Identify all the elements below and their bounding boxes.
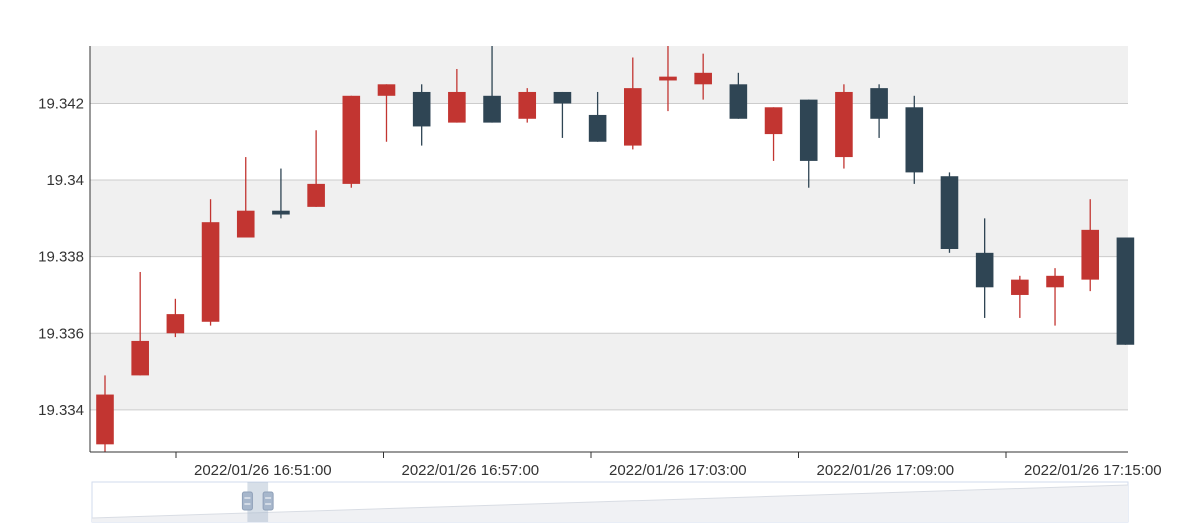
candle [799,99,818,188]
grid-band [90,46,1128,104]
candle-body [975,252,994,288]
candle-body [1116,237,1135,345]
candle [166,298,185,338]
candle [518,88,537,123]
candle [729,72,748,119]
y-tick-label: 19.34 [46,172,84,189]
candle [659,46,677,112]
candle [694,53,712,100]
candle [764,107,783,161]
zoom-handle-right[interactable] [262,491,274,511]
candle [236,157,255,238]
candle-body [870,88,888,119]
candle [1116,237,1135,345]
candle [905,95,924,184]
candle-body [835,91,853,158]
candle-body [799,99,818,161]
axes [89,46,1128,453]
candle-body [624,88,642,146]
zoom-preview-area [92,485,1128,522]
candle-body [764,107,783,135]
data-zoom-slider[interactable] [91,481,1129,523]
candle [412,84,431,146]
candle-body [588,114,607,142]
candle [483,46,501,123]
handle-grip[interactable] [241,491,253,511]
y-tick-label: 19.334 [38,402,84,419]
zoom-preview-line [91,484,1129,519]
candle-body [307,183,325,207]
candle [1011,275,1029,318]
candle-body [905,107,924,173]
candle-body [96,394,114,445]
candle-body [940,176,959,249]
candle-body [483,95,501,123]
candle [1046,268,1064,326]
candle [201,199,220,326]
candle [377,84,396,142]
candle-body [448,91,466,123]
candle-body [518,91,537,119]
candle-body [1046,275,1064,288]
candle [96,375,114,452]
candle-body [236,210,255,238]
candle-body [166,314,185,334]
candle [940,172,959,253]
x-tick-label: 2022/01/26 17:09:00 [817,462,955,479]
y-tick-label: 19.338 [38,249,84,266]
y-axis-ticks: 19.334 19.336 19.338 19.34 19.342 [38,95,84,418]
candles [96,46,1135,452]
zoom-selection[interactable] [247,482,269,522]
candle [307,130,325,207]
candle [448,68,466,123]
zoom-handle-left[interactable] [241,491,253,511]
x-tick-label: 2022/01/26 17:03:00 [609,462,747,479]
handle-grip[interactable] [262,491,274,511]
candle-body [659,76,677,81]
candle [975,218,994,318]
candle [588,91,607,142]
candle-body [201,222,220,322]
candle-body [272,210,290,215]
candle-body [1011,279,1029,295]
candle [342,95,361,188]
candle [553,91,572,138]
candle-body [729,84,748,119]
candle-body [131,340,149,376]
grid-band [90,333,1128,410]
candle [835,84,853,169]
x-tick-label: 2022/01/26 16:51:00 [194,462,332,479]
candle [1081,199,1100,292]
candle-body [342,95,361,184]
y-tick-label: 19.342 [38,95,84,112]
x-tick-label: 2022/01/26 16:57:00 [402,462,540,479]
candle [131,271,149,376]
candle-body [553,91,572,104]
candle-body [377,84,396,96]
candle [624,57,642,150]
candle-body [694,72,712,85]
candle [870,84,888,138]
x-tick-label: 2022/01/26 17:15:00 [1024,462,1162,479]
candle-body [412,91,431,127]
candle-body [1081,229,1100,280]
candle [272,168,290,219]
x-axis-ticks: 2022/01/26 16:51:00 2022/01/26 16:57:00 20… [175,452,1162,479]
y-tick-label: 19.336 [38,325,84,342]
